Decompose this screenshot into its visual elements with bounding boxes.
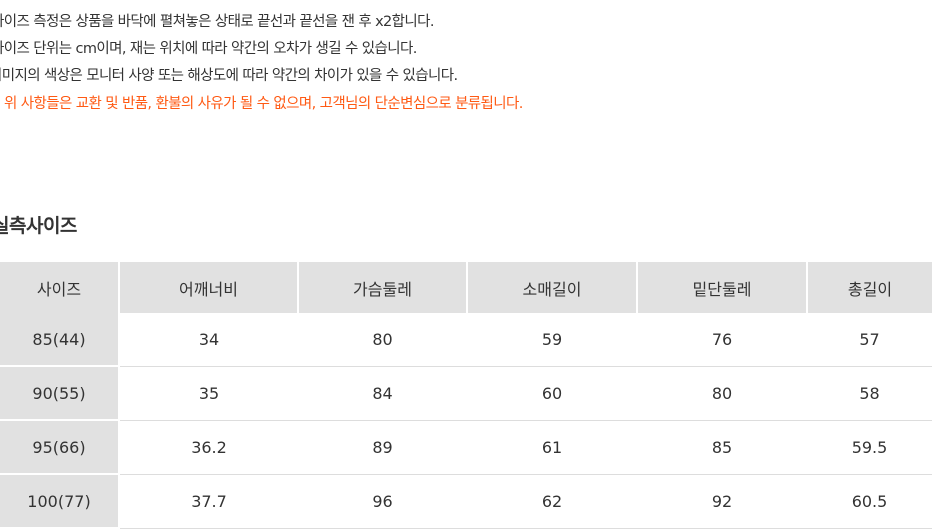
value-cell: 60.5	[807, 474, 932, 529]
size-cell: 90(55)	[0, 366, 120, 421]
header-cell: 총길이	[807, 262, 932, 313]
value-cell: 92	[637, 474, 807, 529]
section-title: 실측사이즈	[0, 215, 77, 237]
header-cell: 어깨너비	[119, 262, 299, 313]
value-cell: 61	[467, 420, 637, 475]
table-row: 90(55) 35 84 60 80 58	[0, 366, 932, 421]
header-cell: 밑단둘레	[637, 262, 808, 313]
table-header-row: 사이즈 어깨너비 가슴둘레 소매길이 밑단둘레 총길이	[0, 262, 932, 313]
value-cell: 58	[807, 366, 932, 421]
value-cell: 89	[298, 420, 467, 475]
header-cell: 가슴둘레	[298, 262, 468, 313]
table-row: 85(44) 34 80 59 76 57	[0, 313, 932, 367]
note-measurement: 사이즈 측정은 상품을 바닥에 펼쳐놓은 상태로 끝선과 끝선을 잰 후 x2합…	[0, 14, 435, 30]
value-cell: 80	[298, 313, 467, 367]
note-color: 이미지의 색상은 모니터 사양 또는 해상도에 따라 약간의 차이가 있을 수 …	[0, 68, 458, 84]
value-cell: 35	[119, 366, 298, 421]
table-row: 100(77) 37.7 96 62 92 60.5	[0, 474, 932, 529]
value-cell: 62	[467, 474, 637, 529]
value-cell: 36.2	[119, 420, 298, 475]
value-cell: 96	[298, 474, 467, 529]
header-cell: 사이즈	[0, 262, 120, 313]
size-cell: 100(77)	[0, 474, 120, 529]
table-row: 95(66) 36.2 89 61 85 59.5	[0, 420, 932, 475]
header-cell: 소매길이	[467, 262, 638, 313]
size-cell: 85(44)	[0, 313, 120, 367]
value-cell: 80	[637, 366, 807, 421]
value-cell: 76	[637, 313, 807, 367]
note-unit: 사이즈 단위는 cm이며, 재는 위치에 따라 약간의 오차가 생길 수 있습니…	[0, 41, 417, 57]
value-cell: 37.7	[119, 474, 298, 529]
value-cell: 84	[298, 366, 467, 421]
value-cell: 34	[119, 313, 298, 367]
value-cell: 59.5	[807, 420, 932, 475]
value-cell: 60	[467, 366, 637, 421]
value-cell: 57	[807, 313, 932, 367]
value-cell: 59	[467, 313, 637, 367]
note-warning: 위 사항들은 교환 및 반품, 환불의 사유가 될 수 없으며, 고객님의 단순…	[4, 96, 523, 112]
value-cell: 85	[637, 420, 807, 475]
size-cell: 95(66)	[0, 420, 120, 475]
size-table: 사이즈 어깨너비 가슴둘레 소매길이 밑단둘레 총길이 85(44) 34 80 59…	[0, 262, 932, 529]
